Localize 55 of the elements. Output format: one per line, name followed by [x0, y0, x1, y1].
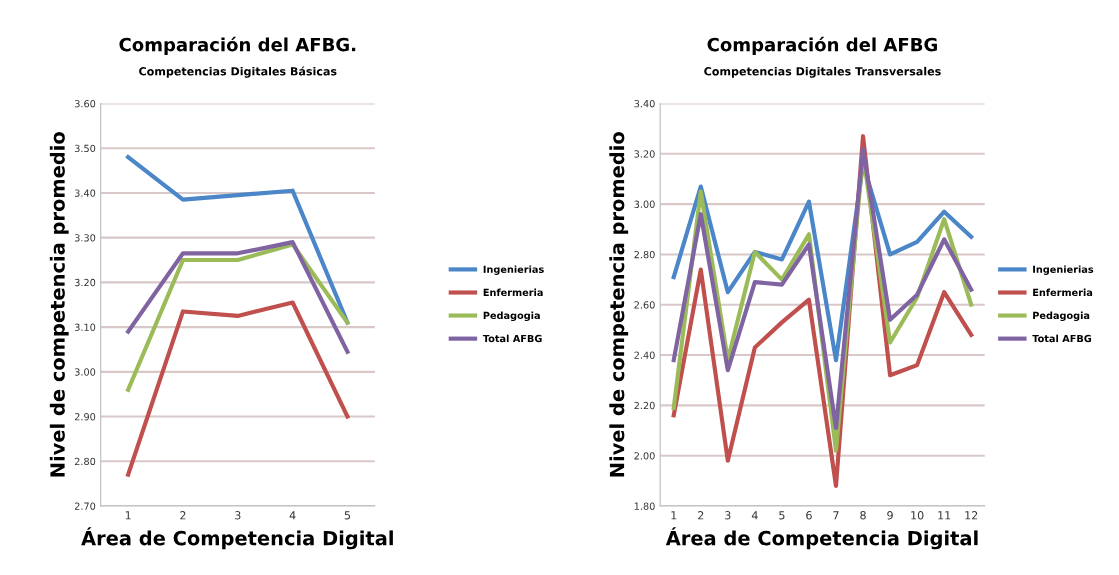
- x-tick-label: 9: [887, 511, 893, 520]
- y-tick-label: 2.90: [74, 413, 96, 421]
- chart-subtitle: Competencias Digitales Básicas: [139, 66, 337, 78]
- y-tick-label: 3.10: [74, 323, 96, 331]
- y-tick-label: 2.20: [634, 401, 655, 410]
- line-series: [126, 240, 350, 354]
- x-tick-label: 1: [671, 511, 677, 520]
- x-tick-label: 1: [125, 511, 131, 520]
- x-tick-label: 11: [938, 511, 951, 520]
- y-tick-label: 3.00: [634, 200, 655, 208]
- y-tick-label: 2.60: [634, 301, 655, 309]
- y-tick-label: 2.00: [634, 452, 655, 460]
- x-tick-label: 8: [860, 511, 866, 520]
- y-tick-label: 2.70: [74, 502, 96, 510]
- legend-label: Pedagogia: [1033, 311, 1090, 322]
- legend-label: Total AFBG: [1032, 334, 1092, 343]
- x-tick-label: 5: [779, 511, 785, 520]
- x-tick-label: 6: [806, 511, 812, 520]
- y-tick-label: 3.00: [74, 368, 96, 376]
- y-tick-label: 1.80: [634, 502, 655, 510]
- y-tick-label: 2.80: [74, 457, 96, 466]
- x-tick-label: 4: [751, 511, 758, 520]
- chart-title: Comparación del AFBG: [707, 36, 937, 55]
- line-series: [126, 242, 350, 392]
- y-tick-label: 2.80: [634, 250, 655, 259]
- y-tick-label: 3.40: [634, 99, 655, 108]
- y-tick-label: 3.40: [74, 189, 96, 197]
- x-tick-label: 4: [289, 511, 296, 520]
- line-series: [126, 300, 350, 477]
- x-tick-label: 10: [911, 511, 924, 520]
- x-tick-label: 2: [698, 511, 704, 520]
- y-axis-title: Nivel de competencia promedio: [609, 132, 629, 477]
- x-tick-label: 12: [965, 511, 978, 520]
- legend-label: Pedagogia: [483, 311, 540, 322]
- y-tick-label: 3.20: [74, 278, 96, 287]
- y-tick-label: 2.40: [634, 351, 655, 359]
- legend-label: Enfermeria: [483, 288, 543, 297]
- chart-title: Comparación del AFBG.: [119, 36, 356, 55]
- y-tick-label: 3.50: [74, 144, 96, 153]
- legend-label: Total AFBG: [482, 334, 542, 343]
- legend-label: Ingenierias: [1033, 265, 1094, 275]
- y-tick-label: 3.30: [74, 234, 96, 242]
- x-axis-title: Área de Competencia Digital: [665, 527, 978, 550]
- y-tick-label: 3.60: [74, 99, 96, 108]
- x-axis-title: Área de Competencia Digital: [81, 527, 393, 550]
- x-tick-label: 5: [344, 511, 351, 520]
- x-tick-label: 7: [833, 511, 839, 520]
- x-tick-label: 2: [180, 511, 186, 520]
- y-axis-title: Nivel de competencia promedio: [49, 132, 69, 477]
- x-tick-label: 3: [725, 511, 731, 520]
- legend-label: Enfermeria: [1033, 288, 1093, 297]
- legend-label: Ingenierias: [483, 265, 544, 275]
- y-tick-label: 3.20: [634, 150, 655, 158]
- chart-subtitle: Competencias Digitales Transversales: [704, 66, 941, 78]
- x-tick-label: 3: [235, 511, 241, 520]
